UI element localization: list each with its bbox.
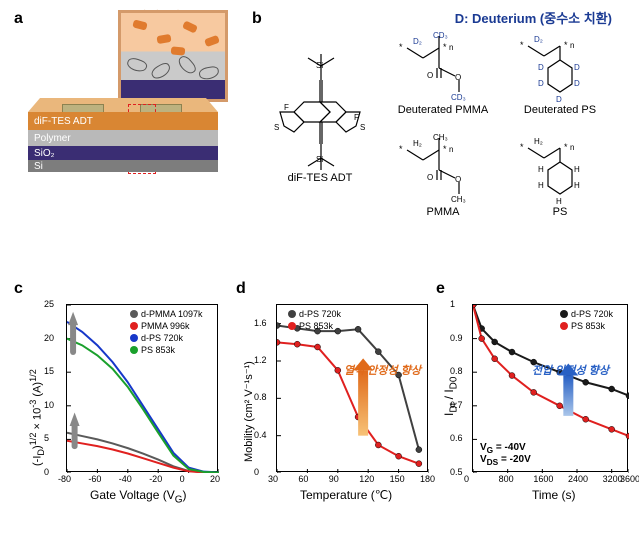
svg-text:n: n — [570, 41, 574, 50]
svg-text:*: * — [564, 142, 568, 152]
svg-text:Si: Si — [316, 155, 323, 164]
chem-pmma-svg: * * n H₂ CH₃ O O CH₃ — [393, 132, 493, 204]
chem-ps-svg: * * n H₂ H H H H H — [514, 132, 606, 204]
panel-e-xlabel: Time (s) — [532, 488, 576, 502]
panel-b-title: D: Deuterium (중수소 치환) — [455, 8, 612, 27]
panel-c-legend: d-PMMA 1097k PMMA 996k d-PS 720k PS 853k — [130, 308, 203, 357]
chem-pmma-caption: PMMA — [427, 206, 460, 218]
layer-adt: diF-TES ADT — [28, 112, 218, 130]
svg-text:H: H — [574, 165, 580, 174]
svg-text:F: F — [354, 113, 359, 122]
legend-e-0: d-PS 720k — [571, 308, 613, 320]
svg-text:*: * — [399, 144, 403, 154]
chem-adt-caption: diF-TES ADT — [288, 172, 353, 184]
panel-a-label: a — [14, 10, 23, 28]
panel-e-vds: VDS = -20V — [480, 454, 531, 467]
panel-d-legend: d-PS 720k PS 853k — [288, 308, 341, 332]
chem-dpmma-svg: * * n D₂ CD₃ O O CD₃ — [393, 30, 493, 102]
svg-text:H: H — [538, 165, 544, 174]
svg-text:D: D — [574, 63, 580, 72]
panel-a-device-stack: diF-TES ADT Polymer SiO₂ Si — [28, 110, 218, 205]
svg-text:*: * — [443, 144, 447, 154]
svg-text:n: n — [449, 145, 453, 154]
panel-d-xlabel: Temperature (℃) — [300, 488, 392, 502]
svg-text:S: S — [274, 123, 279, 132]
svg-text:H₂: H₂ — [534, 137, 543, 146]
chem-dpmma: * * n D₂ CD₃ O O CD₃ Deuterated PMMA — [388, 30, 498, 116]
svg-text:O: O — [427, 173, 433, 182]
svg-text:D₂: D₂ — [534, 35, 543, 44]
svg-text:D: D — [538, 63, 544, 72]
panel-d-anno: 열적 안정성 향상 — [344, 362, 421, 378]
panel-d-chart: Mobility (cm² V⁻¹s⁻¹) Temperature (℃) d-… — [232, 296, 432, 532]
svg-text:CH₃: CH₃ — [451, 195, 466, 204]
panel-e-anno: 전압 안정성 향상 — [532, 362, 609, 378]
svg-text:O: O — [455, 73, 461, 82]
chem-adt-svg: F F S S Si Si — [264, 50, 376, 170]
panel-e-legend: d-PS 720k PS 853k — [560, 308, 613, 332]
svg-text:H₂: H₂ — [413, 139, 422, 148]
legend-c-0: d-PMMA 1097k — [141, 308, 203, 320]
svg-text:CD₃: CD₃ — [451, 93, 466, 102]
svg-text:H: H — [538, 181, 544, 190]
chem-dps: * * n D₂ D D D D D Deuterated PS — [510, 30, 610, 116]
panel-d-ylabel: Mobility (cm² V⁻¹s⁻¹) — [242, 361, 255, 462]
legend-c-3: PS 853k — [141, 344, 175, 356]
legend-d-0: d-PS 720k — [299, 308, 341, 320]
svg-text:Si: Si — [316, 61, 323, 70]
chem-dps-caption: Deuterated PS — [524, 104, 596, 116]
svg-text:D: D — [556, 95, 562, 102]
svg-text:S: S — [360, 123, 365, 132]
panel-e-ylabel: IDt / ID0 — [442, 377, 459, 416]
legend-c-2: d-PS 720k — [141, 332, 183, 344]
svg-text:O: O — [455, 175, 461, 184]
layer-sio2: SiO₂ — [28, 146, 218, 160]
svg-text:O: O — [427, 71, 433, 80]
svg-text:D: D — [538, 79, 544, 88]
chem-ps: * * n H₂ H H H H H PS — [510, 132, 610, 218]
svg-text:*: * — [399, 42, 403, 52]
panel-c-ylabel: (-ID)1/2 × 10-3 (A)1/2 — [28, 369, 46, 466]
svg-text:D₂: D₂ — [413, 37, 422, 46]
panel-e-chart: IDt / ID0 Time (s) d-PS 720k PS 853k 전압 … — [432, 296, 632, 532]
legend-e-1: PS 853k — [571, 320, 605, 332]
svg-text:H: H — [574, 181, 580, 190]
chem-adt: F F S S Si Si diF-TES ADT — [260, 50, 380, 184]
svg-text:F: F — [284, 103, 289, 112]
chem-dps-svg: * * n D₂ D D D D D — [514, 30, 606, 102]
svg-text:CH₃: CH₃ — [433, 133, 448, 142]
svg-text:H: H — [556, 197, 562, 204]
svg-text:n: n — [570, 143, 574, 152]
panel-a-schematic: 수직 상분리 diF-TES ADT Polymer SiO₂ Si — [28, 10, 239, 210]
svg-text:*: * — [520, 142, 524, 152]
panel-c-chart: (-ID)1/2 × 10-3 (A)1/2 Gate Voltage (VG)… — [20, 296, 220, 532]
layer-si: Si — [28, 160, 218, 172]
chem-ps-caption: PS — [553, 206, 568, 218]
svg-text:D: D — [574, 79, 580, 88]
panel-c-xlabel: Gate Voltage (VG) — [90, 488, 187, 505]
svg-text:*: * — [443, 42, 447, 52]
chem-dpmma-caption: Deuterated PMMA — [398, 104, 488, 116]
svg-text:*: * — [520, 40, 524, 50]
panel-b-chem: D: Deuterium (중수소 치환) F F S S Si — [260, 10, 620, 230]
svg-text:*: * — [564, 40, 568, 50]
panel-a-inset — [118, 10, 228, 102]
legend-d-1: PS 853k — [299, 320, 333, 332]
legend-c-1: PMMA 996k — [141, 320, 190, 332]
svg-text:CD₃: CD₃ — [433, 31, 448, 40]
chem-pmma: * * n H₂ CH₃ O O CH₃ PMMA — [388, 132, 498, 218]
layer-polymer: Polymer — [28, 130, 218, 146]
svg-text:n: n — [449, 43, 453, 52]
